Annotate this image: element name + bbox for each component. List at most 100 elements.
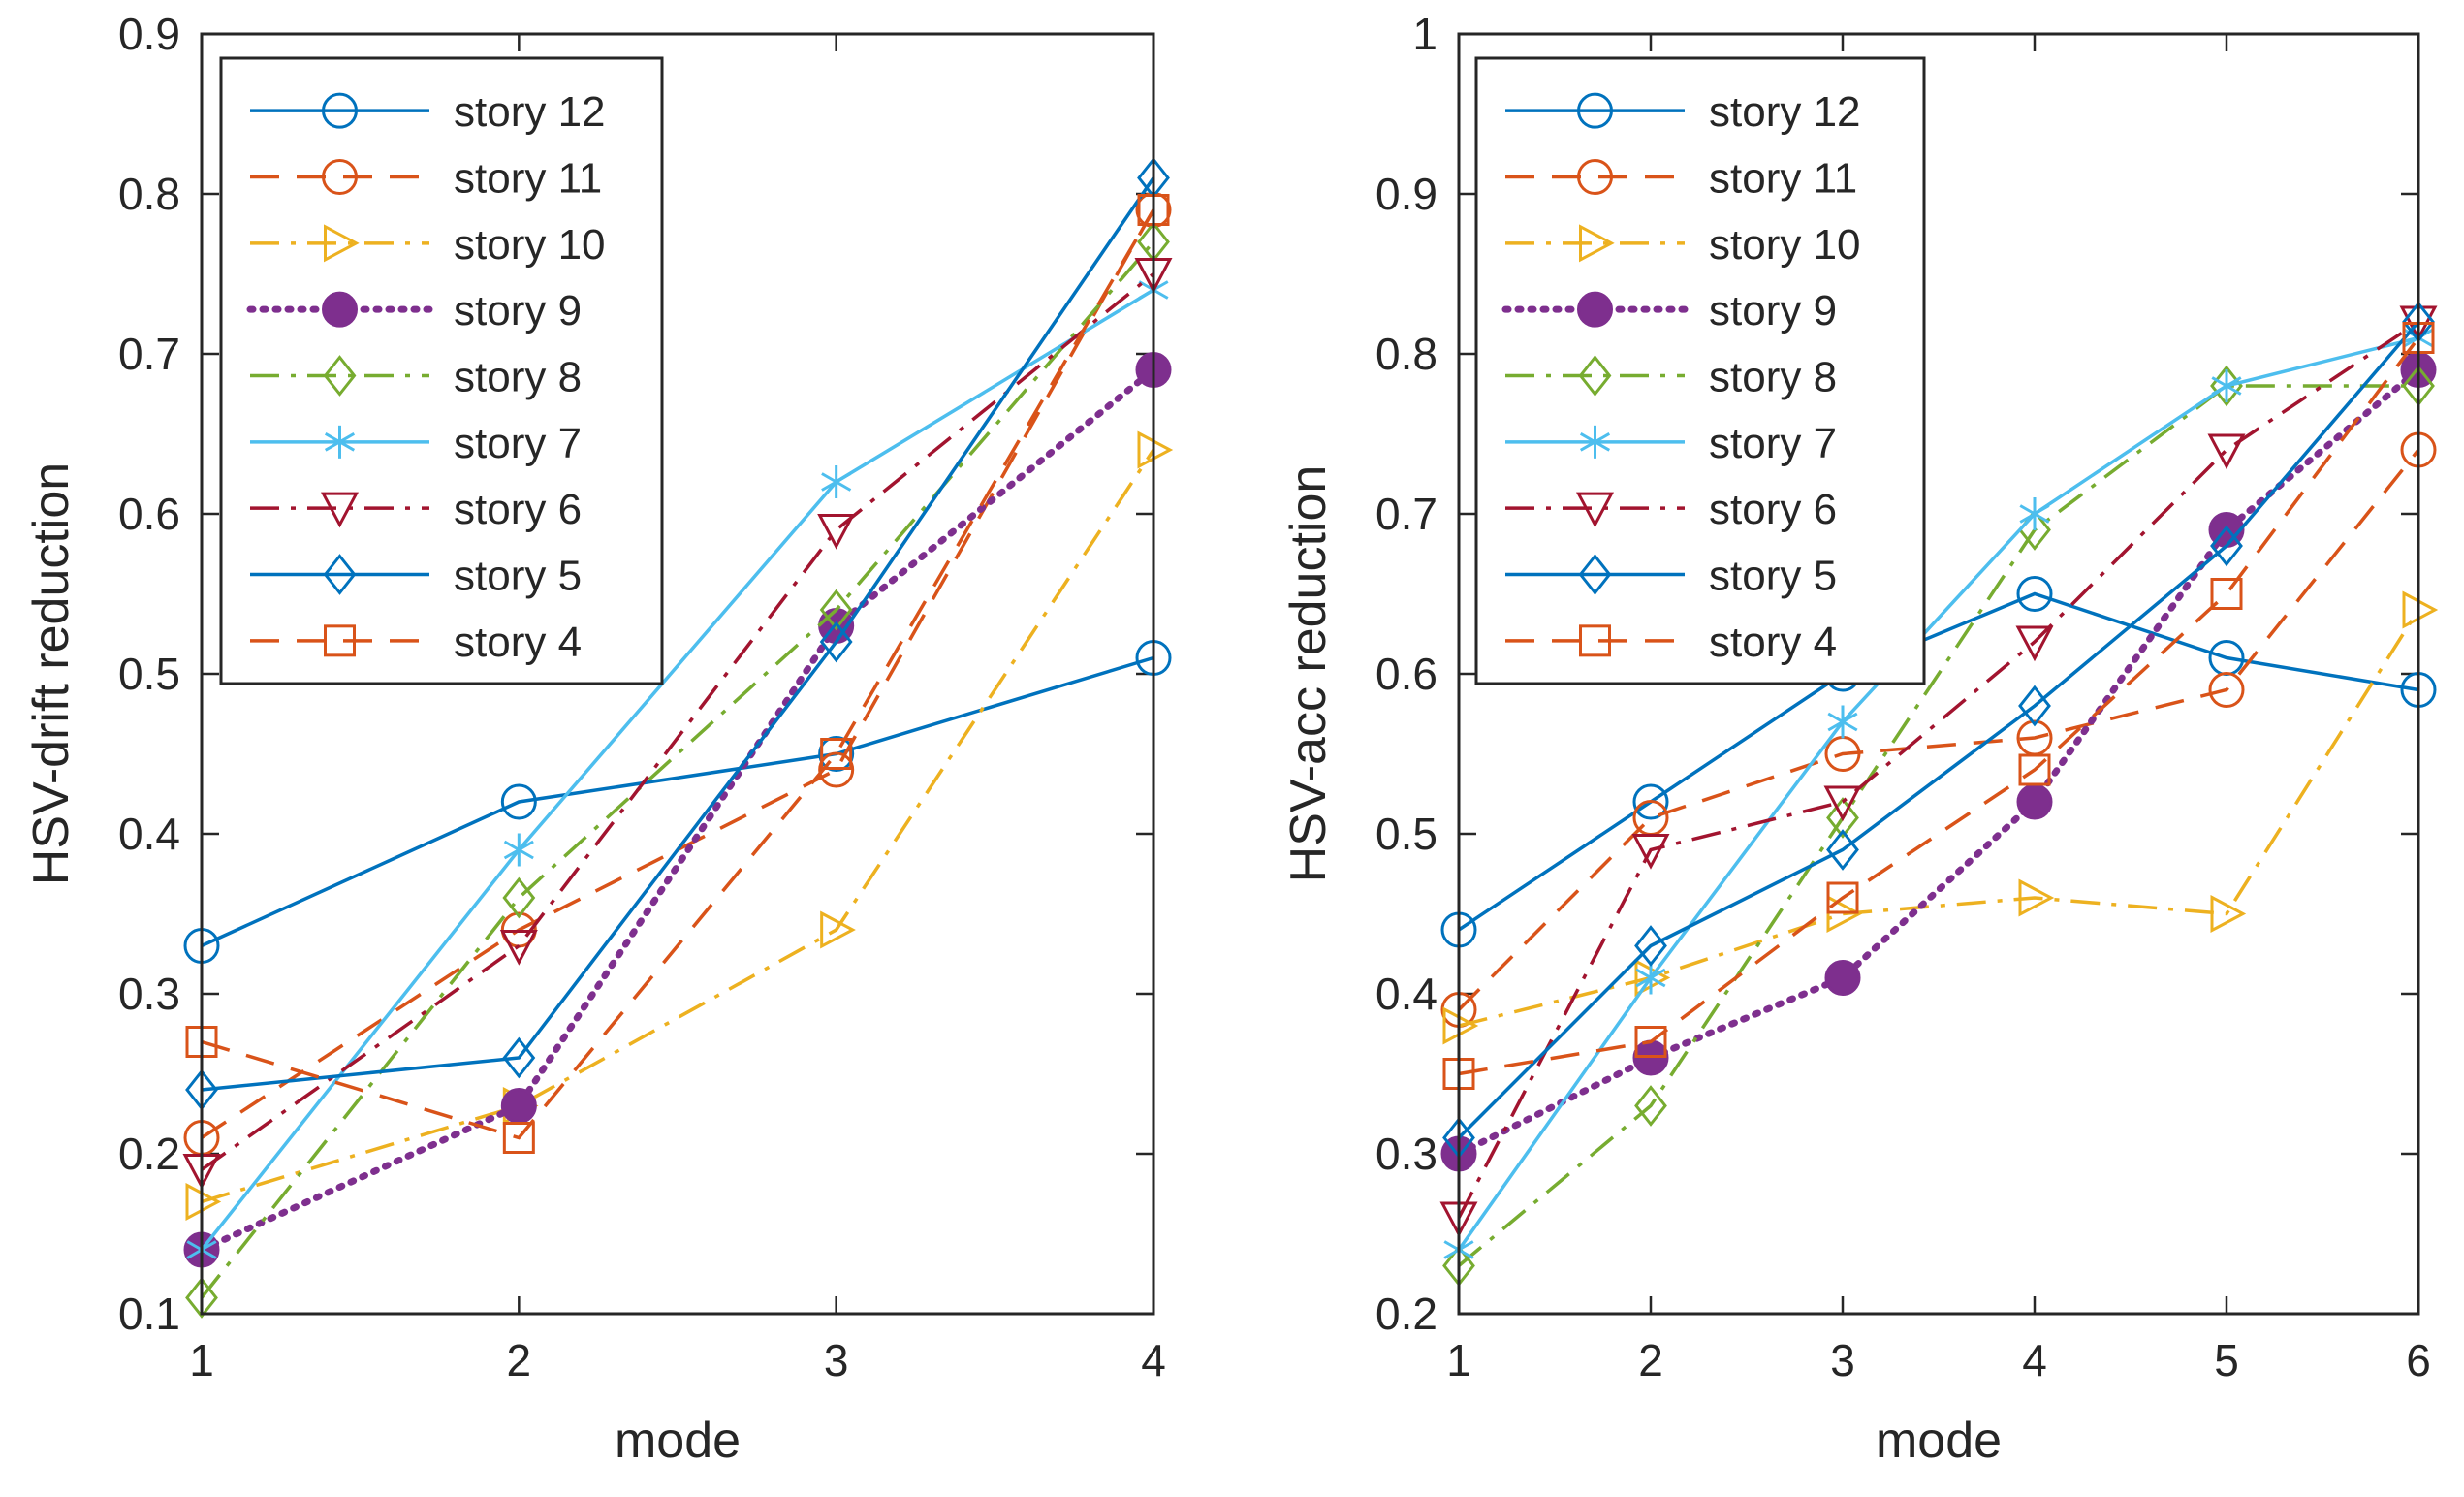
data-point [819,589,853,631]
series-line [201,176,1155,1092]
data-point [503,833,534,867]
x-tick-label: 3 [1830,1335,1855,1386]
data-point [2018,878,2055,917]
data-point [1635,961,1666,995]
legend-marker [1577,92,1613,129]
legend-label: story 9 [1709,287,1837,334]
legend-label: story 11 [1709,155,1857,203]
y-tick-label: 0.6 [1375,649,1437,699]
series-line [1457,335,2419,1252]
legend-marker [1578,554,1612,595]
data-point [821,465,852,498]
series-line [1458,591,2419,932]
legend-marker [1576,492,1614,528]
y-tick-label: 0.9 [118,9,180,59]
data-point [500,783,537,820]
data-point [1631,834,1670,870]
legend-label: story 8 [1709,354,1837,401]
data-point [817,514,856,550]
data-point [820,910,856,949]
legend-label: story 5 [1709,553,1837,600]
series-line [1457,384,2418,1267]
data-point [1824,960,1861,996]
data-point [818,751,855,788]
legend-marker [1579,425,1611,459]
y-tick-label: 0.3 [1375,1129,1437,1179]
legend-label: story 11 [454,155,602,203]
legend-label: story 8 [454,354,582,401]
y-tick-label: 0.7 [1375,489,1437,539]
legend-marker [1579,224,1615,263]
axes-frame [200,32,1155,1316]
x-axis-label: mode [615,1413,741,1469]
data-point [2208,672,2245,708]
legend-label: story 10 [1709,221,1861,269]
y-tick-label: 0.4 [118,809,180,859]
legend-marker [1578,355,1612,397]
y-tick-label: 0.2 [118,1129,180,1179]
series-line [201,449,1155,1204]
legend-label: story 7 [1709,420,1837,467]
y-tick-label: 0.8 [1375,329,1437,379]
chart-panel-2: 0.2 0.3 0.4 0.5 0.6 0.7 0.8 0.9 1 1 2 3 4 5 6 mode HSV-a… [1280,9,2439,1469]
data-point [502,1036,536,1079]
data-point [502,876,536,919]
series-line [1457,320,2420,1139]
series-line [1457,320,2419,1219]
y-tick-label: 0.4 [1375,969,1437,1019]
legend-label: story 6 [454,486,582,533]
legend-label: story 5 [454,553,582,600]
x-tick-label: 2 [1638,1335,1663,1386]
data-point [502,1122,535,1154]
data-point [2016,783,2053,820]
series-line [1458,609,2420,1028]
data-point [1826,797,1859,839]
data-point [2018,753,2051,786]
legend-marker [323,554,357,595]
legend-marker [322,159,358,195]
series-line [198,366,1157,1254]
axes-frame [1457,32,2420,1316]
x-tick-label: 4 [2022,1335,2047,1386]
legend-marker [322,291,358,328]
legend-marker [324,624,356,657]
series-line [1455,366,2422,1158]
x-tick-label: 2 [507,1335,532,1386]
x-tick-label: 5 [2214,1335,2239,1386]
x-axis-label: mode [1876,1413,2002,1469]
data-point [1634,1026,1667,1058]
data-point [1826,829,1859,871]
series-line [1457,448,2420,1011]
data-point [2019,497,2050,530]
y-tick-label: 0.2 [1375,1289,1437,1339]
legend-box [219,56,664,685]
data-point [1634,1085,1667,1127]
data-point [2016,576,2053,612]
data-point [818,736,855,772]
legend-marker [322,92,358,129]
y-axis-label: HSV-acc reduction [1280,465,1337,883]
series-story-9 [1440,352,2437,1172]
data-point [2211,369,2242,402]
data-point [1632,783,1669,820]
legend-label: story 12 [1709,88,1861,136]
series-line [201,208,1155,1139]
series-line [200,272,1155,1171]
legend-marker [324,425,356,459]
legend-marker [324,224,360,263]
data-point [2018,685,2051,727]
legend-label: story 4 [454,619,582,666]
data-point [499,930,538,966]
series-story-5 [185,157,1170,1111]
data-point [1827,705,1858,739]
series-line [1458,336,2420,1076]
legend-label: story 9 [454,287,582,334]
series-story-7 [1443,321,2434,1266]
x-tick-label: 1 [1446,1335,1471,1386]
y-tick-label: 0.3 [118,969,180,1019]
data-point [2210,895,2247,933]
data-point [2210,578,2243,610]
x-tick-label: 6 [2406,1335,2431,1386]
